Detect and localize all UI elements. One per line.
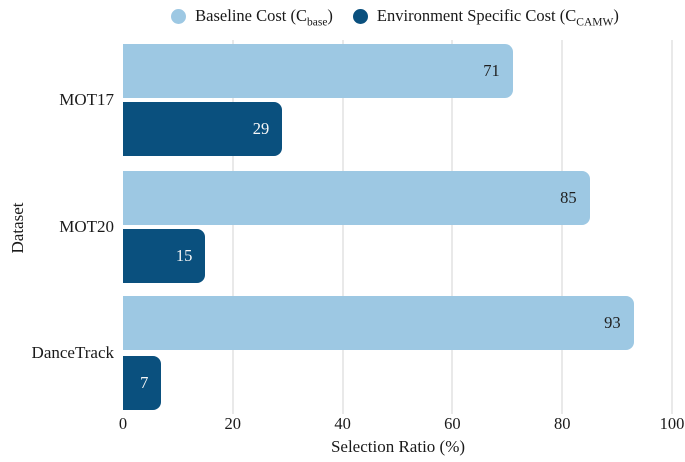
y-axis-title: Dataset [8,202,27,254]
x-axis-title: Selection Ratio (%) [330,437,466,456]
grid-line-80 [561,40,564,414]
legend-item-baseline-cost: Baseline Cost (Cbase) [171,6,333,28]
legend-label-baseline-cost: Baseline Cost (Cbase) [195,5,333,29]
grid-line-40 [341,40,344,414]
environment-specific-cost-swatch-icon [352,9,368,25]
bar-baseline-mot17: 71 [123,44,513,98]
x-tick-label-40: 40 [334,414,351,433]
bar-value-label: 15 [175,246,193,265]
x-tick-label-0: 0 [118,414,128,433]
bar-environment-mot17: 29 [123,102,283,156]
bar-value-label: 29 [252,119,270,138]
baseline-cost-swatch-icon [171,9,187,25]
y-tick-label-mot17: MOT17 [59,90,114,109]
legend-item-environment-specific-cost: Environment Specific Cost (CCAMW) [352,5,619,29]
bar-environment-dancetrack: 7 [123,356,162,410]
y-tick-label-dancetrack: DanceTrack [31,343,114,362]
grid-line-20 [231,40,234,414]
bar-environment-mot20: 15 [123,229,206,283]
bar-value-label: 85 [560,188,577,207]
bar-value-label: 71 [483,61,500,80]
x-tick-label-60: 60 [444,414,461,433]
x-tick-label-80: 80 [553,414,571,433]
legend: Baseline Cost (Cbase) Environment Specif… [110,4,680,30]
x-tick-label-100: 100 [659,414,685,433]
legend-label-environment-specific-cost: Environment Specific Cost (CCAMW) [376,5,619,29]
bar-baseline-mot20: 85 [123,171,590,225]
grid-line-60 [451,40,454,414]
bar-value-label: 7 [140,373,149,392]
x-tick-label-20: 20 [224,414,242,433]
bar-value-label: 93 [604,313,621,332]
y-tick-label-mot20: MOT20 [59,217,114,236]
grid-line-100 [671,40,673,414]
bar-baseline-dancetrack: 93 [123,296,634,350]
